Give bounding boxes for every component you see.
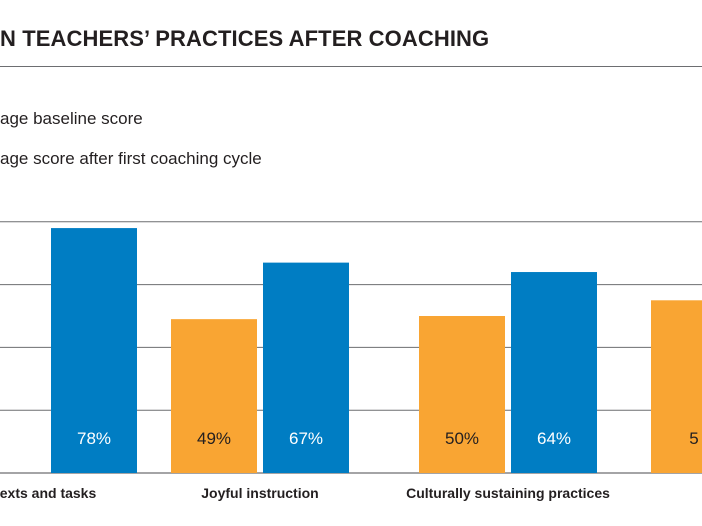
bar <box>511 272 597 473</box>
data-label: 49% <box>197 429 231 448</box>
bar <box>419 316 505 473</box>
data-label: 5 <box>689 429 698 448</box>
data-label: 78% <box>77 429 111 448</box>
category-label: Joyful instruction <box>201 485 318 501</box>
bar <box>651 300 702 473</box>
bar <box>263 262 349 473</box>
bar <box>51 228 137 473</box>
data-label: 67% <box>289 429 323 448</box>
bar <box>171 319 257 473</box>
legend-item-after: age score after first coaching cycle <box>0 149 262 168</box>
data-label: 50% <box>445 429 479 448</box>
title-divider <box>0 66 702 67</box>
chart-title: N TEACHERS’ PRACTICES AFTER COACHING <box>0 26 490 51</box>
category-label: Culturally sustaining practices <box>406 485 610 501</box>
data-label: 64% <box>537 429 571 448</box>
category-label: exts and tasks <box>0 485 96 501</box>
legend-item-baseline: age baseline score <box>0 109 143 128</box>
